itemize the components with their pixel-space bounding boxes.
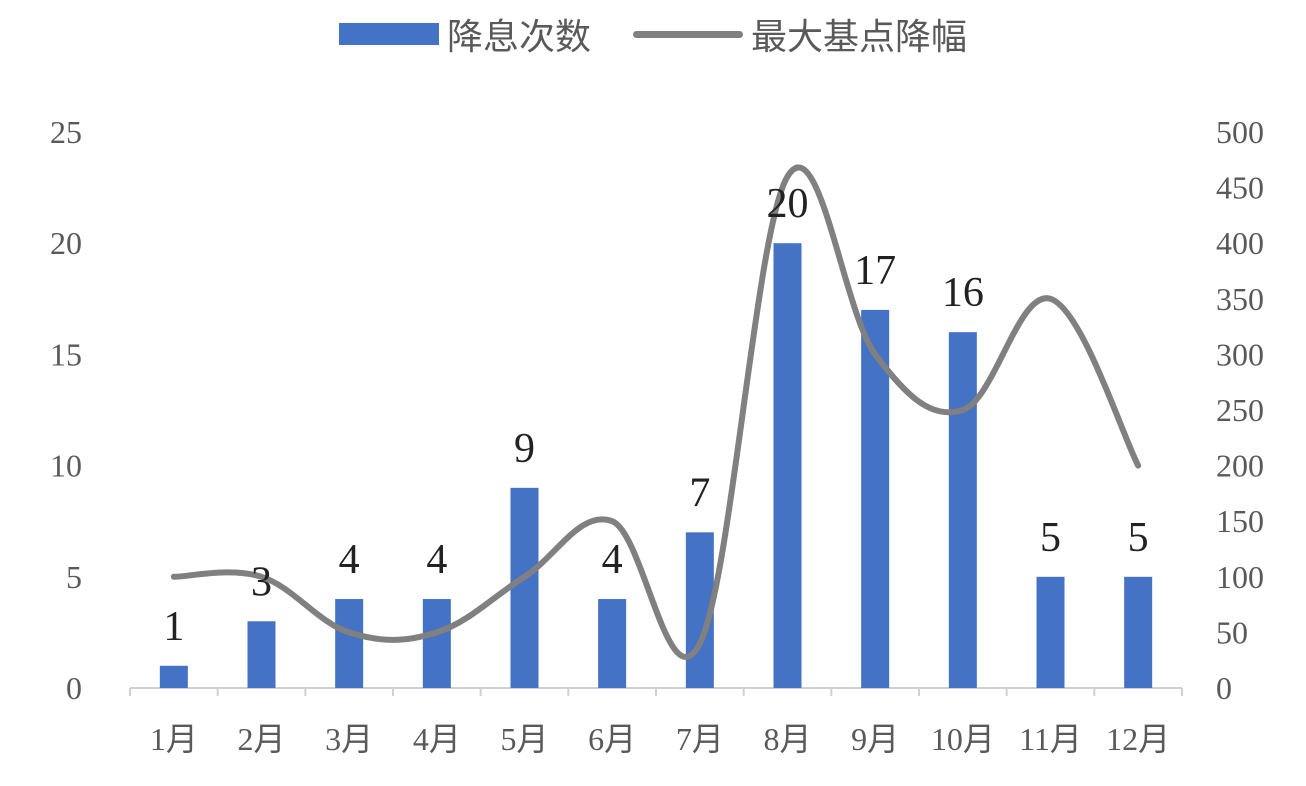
x-tick-label: 7月 xyxy=(676,721,724,757)
y-left-tick-label: 15 xyxy=(50,336,82,372)
bar xyxy=(1124,576,1153,688)
y-right-tick-label: 100 xyxy=(1216,559,1264,595)
x-tick-label: 1月 xyxy=(150,721,198,757)
y-right-tick-label: 350 xyxy=(1216,281,1264,317)
bar xyxy=(159,665,188,688)
y-left-tick-label: 25 xyxy=(50,114,82,150)
y-right-tick-label: 0 xyxy=(1216,670,1232,706)
x-tick-label: 3月 xyxy=(325,721,373,757)
x-tick-label: 2月 xyxy=(237,721,285,757)
x-tick-label: 11月 xyxy=(1019,721,1082,757)
bar xyxy=(773,243,802,688)
bar xyxy=(247,621,276,688)
x-tick-label: 10月 xyxy=(931,721,995,757)
bar xyxy=(1036,576,1065,688)
y-left-tick-label: 20 xyxy=(50,225,82,261)
bar xyxy=(948,332,977,688)
x-tick-label: 8月 xyxy=(763,721,811,757)
bar-data-label: 9 xyxy=(514,426,535,472)
x-tick-label: 6月 xyxy=(588,721,636,757)
legend-bars-label: 降息次数 xyxy=(446,17,591,58)
y-right-tick-label: 250 xyxy=(1216,392,1264,428)
x-tick-label: 9月 xyxy=(851,721,899,757)
bar-data-label: 20 xyxy=(767,181,809,227)
bar-data-label: 7 xyxy=(689,470,710,516)
legend-line-swatch xyxy=(633,30,743,38)
bar xyxy=(335,599,364,688)
chart-legend: 降息次数 最大基点降幅 xyxy=(0,8,1306,60)
x-tick-label: 5月 xyxy=(500,721,548,757)
bar-data-label: 17 xyxy=(854,248,896,294)
y-left-tick-label: 10 xyxy=(50,448,82,484)
y-right-tick-label: 300 xyxy=(1216,336,1264,372)
y-right-tick-label: 450 xyxy=(1216,170,1264,206)
y-right-tick-label: 200 xyxy=(1216,448,1264,484)
bar-data-label: 16 xyxy=(942,270,984,316)
bar-data-label: 3 xyxy=(251,559,272,605)
bar-data-label: 4 xyxy=(602,537,623,583)
bar xyxy=(598,599,627,688)
x-tick-label: 12月 xyxy=(1106,721,1170,757)
legend-item-line: 最大基点降幅 xyxy=(633,8,967,60)
line-series xyxy=(170,164,1142,660)
bar-data-label: 5 xyxy=(1040,515,1061,561)
y-right-tick-label: 500 xyxy=(1216,114,1264,150)
legend-bar-swatch xyxy=(338,23,439,45)
bar-data-label: 4 xyxy=(339,537,360,583)
bar xyxy=(510,487,539,688)
bar-data-label: 4 xyxy=(426,537,447,583)
legend-item-bars: 降息次数 xyxy=(338,8,591,60)
y-left-tick-label: 0 xyxy=(66,670,82,706)
bar xyxy=(861,309,890,688)
y-right-tick-label: 400 xyxy=(1216,225,1264,261)
y-left-tick-label: 5 xyxy=(66,559,82,595)
bar xyxy=(422,599,451,688)
bar-data-label: 5 xyxy=(1128,515,1149,561)
x-tick-label: 4月 xyxy=(413,721,461,757)
y-right-tick-label: 150 xyxy=(1216,503,1264,539)
legend-line-label: 最大基点降幅 xyxy=(751,17,968,58)
y-right-tick-label: 50 xyxy=(1216,614,1248,650)
bar-data-label: 1 xyxy=(163,604,184,650)
